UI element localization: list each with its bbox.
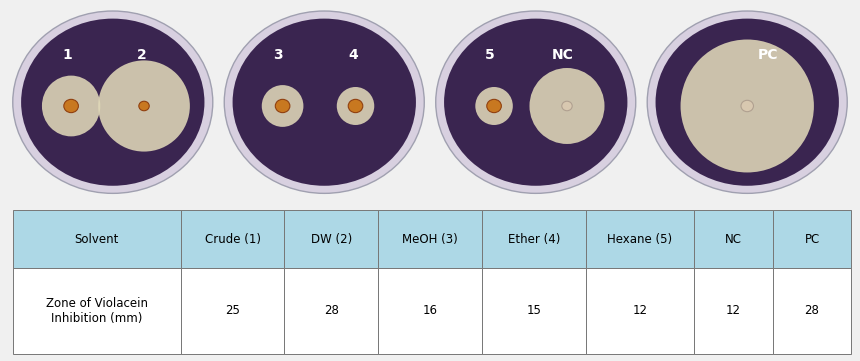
Text: 2: 2 — [137, 48, 147, 62]
Circle shape — [655, 19, 838, 186]
Text: NC: NC — [552, 48, 574, 62]
Circle shape — [562, 101, 572, 111]
Circle shape — [348, 99, 363, 113]
Circle shape — [444, 19, 628, 186]
Ellipse shape — [42, 75, 101, 136]
Ellipse shape — [98, 60, 190, 152]
Ellipse shape — [261, 85, 304, 127]
Text: 5: 5 — [485, 48, 494, 62]
Circle shape — [22, 19, 205, 186]
Ellipse shape — [530, 68, 605, 144]
Circle shape — [275, 99, 290, 113]
Ellipse shape — [680, 39, 814, 173]
Text: 4: 4 — [348, 48, 359, 62]
Circle shape — [138, 101, 150, 111]
Circle shape — [64, 99, 78, 113]
Ellipse shape — [337, 87, 374, 125]
Text: PC: PC — [758, 48, 778, 62]
Text: 3: 3 — [273, 48, 283, 62]
Circle shape — [741, 100, 753, 112]
Circle shape — [487, 99, 501, 113]
Circle shape — [648, 11, 847, 193]
Circle shape — [436, 11, 636, 193]
Circle shape — [13, 11, 212, 193]
Circle shape — [232, 19, 416, 186]
Circle shape — [224, 11, 424, 193]
Text: 1: 1 — [62, 48, 72, 62]
Ellipse shape — [476, 87, 513, 125]
